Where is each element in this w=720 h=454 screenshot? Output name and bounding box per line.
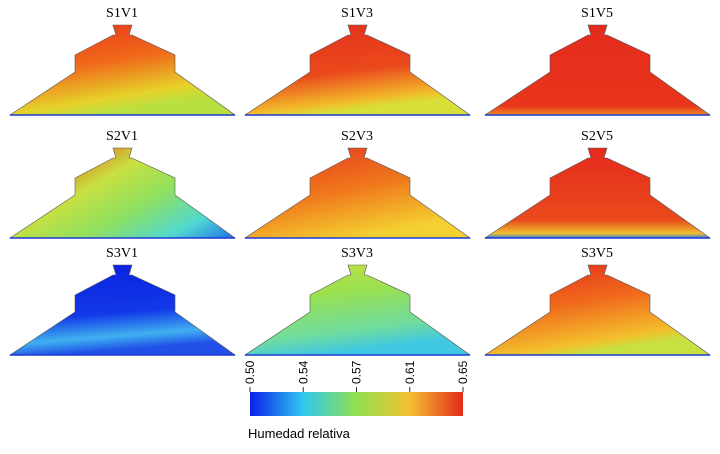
tick-label: 0.50 — [243, 360, 257, 384]
panel-title: S3V3 — [341, 246, 373, 261]
tick-label: 0.54 — [296, 360, 310, 384]
contour-plot — [244, 147, 471, 239]
panel — [484, 24, 711, 116]
panel — [484, 264, 711, 356]
contour-plot — [244, 264, 471, 356]
panel-title: S3V1 — [106, 246, 138, 261]
colorbar-label: Humedad relativa — [248, 426, 351, 441]
colorbar — [250, 392, 463, 416]
panel — [244, 264, 471, 356]
panel-title: S2V3 — [341, 129, 373, 144]
contour-plot — [9, 264, 236, 356]
panel — [244, 147, 471, 239]
contour-plot — [484, 147, 711, 239]
panels — [9, 24, 711, 356]
contour-plot — [244, 24, 471, 116]
tick-label: 0.57 — [350, 360, 364, 384]
contour-plot — [484, 264, 711, 356]
panel — [9, 24, 236, 116]
panel — [484, 147, 711, 239]
panel-title: S1V3 — [341, 6, 373, 21]
tick-label: 0.65 — [456, 360, 470, 384]
panel-title: S2V5 — [581, 129, 613, 144]
contour-plot — [484, 24, 711, 116]
panel-title: S2V1 — [106, 129, 138, 144]
contour-plot — [9, 24, 236, 116]
contour-plot — [9, 147, 236, 239]
panel — [244, 24, 471, 116]
tick-label: 0.61 — [403, 360, 417, 384]
panel-title: S1V1 — [106, 6, 138, 21]
panel — [9, 264, 236, 356]
panel-title: S3V5 — [581, 246, 613, 261]
panel — [9, 147, 236, 239]
panel-title: S1V5 — [581, 6, 613, 21]
